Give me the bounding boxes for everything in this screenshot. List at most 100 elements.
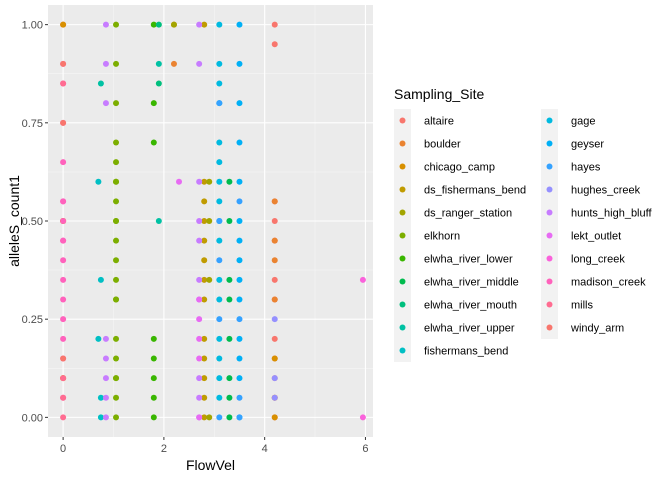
data-point-madison_creek [60,257,67,264]
data-point-ds_fishermans_bend [201,198,208,205]
data-point-geyser [236,100,243,107]
data-point-hunts_high_bluff [102,375,109,382]
data-point-gage [216,355,223,362]
data-point-madison_creek [60,276,67,283]
data-point-hayes [236,394,243,401]
data-point-elkhorn [113,375,120,382]
data-point-geyser [236,375,243,382]
data-point-windy_arm [60,60,67,67]
data-point-hunts_high_bluff [102,355,109,362]
data-point-gage [216,80,223,87]
data-point-hunts_high_bluff [102,100,109,107]
data-point-hughes_creek [271,394,278,401]
data-point-madison_creek [60,218,67,224]
legend-label: ds_fishermans_bend [424,185,526,197]
data-point-mills [60,375,67,382]
legend-key-ds_ranger_station [399,209,406,216]
data-point-elwha_river_middle [226,218,233,224]
data-point-elwha_river_middle [226,394,233,401]
data-point-hunts_high_bluff [102,21,109,28]
data-point-geyser [236,178,243,185]
data-point-elwha_river_upper [97,80,104,87]
legend-key-elkhorn [399,232,406,239]
legend-label: chicago_camp [424,162,495,174]
legend-label: altaire [424,116,454,128]
legend-key-windy_arm [546,324,553,331]
data-point-fishermans_bend [95,178,102,185]
x-axis-ticks: 0 2 4 6 [60,437,369,455]
data-point-elwha_river_mouth [155,21,162,28]
legend-key-geyser [546,140,553,147]
data-point-hunts_high_bluff [102,335,109,342]
data-point-windy_arm [60,119,67,126]
data-point-ds_ranger_station [206,414,213,421]
data-point-mills [60,394,67,401]
data-point-hayes [216,414,223,421]
data-point-elkhorn [113,257,120,264]
y-axis-ticks: 0.00 0.25 0.50 0.75 1.00 [22,20,48,424]
data-point-hughes_creek [271,375,278,382]
data-point-madison_creek [60,296,67,303]
data-point-elwha_river_lower [150,335,157,342]
data-point-hughes_creek [271,316,278,323]
data-point-elwha_river_middle [226,375,233,382]
data-point-elkhorn [113,414,120,421]
data-point-hunts_high_bluff [196,276,203,283]
data-point-elkhorn [113,355,120,362]
x-tick-label: 0 [60,443,66,455]
data-point-fishermans_bend [97,394,104,401]
data-point-ds_ranger_station [206,178,213,185]
data-point-gage [216,276,223,283]
data-point-lekt_outlet [196,335,203,342]
data-point-hayes [236,414,243,421]
data-point-elwha_river_middle [226,276,233,283]
data-point-gage [216,296,223,303]
data-point-elwha_river_middle [226,296,233,303]
data-point-chicago_camp [60,21,67,28]
data-point-ds_fishermans_bend [201,21,208,28]
data-point-elkhorn [113,100,120,107]
y-tick-label: 0.00 [22,412,43,424]
data-point-hayes [216,316,223,323]
data-point-elwha_river_upper [155,218,162,224]
legend-key-chicago_camp [399,163,406,170]
data-point-gage [216,60,223,67]
legend-label: hunts_high_bluff [571,208,652,220]
legend-label: elwha_river_lower [424,254,513,266]
data-point-boulder [271,237,278,244]
legend-key-hughes_creek [546,186,553,193]
legend-key-elwha_river_upper [399,324,406,331]
legend-label: fishermans_bend [424,346,508,358]
data-points [60,21,366,421]
legend-key-elwha_river_mouth [399,301,406,308]
x-tick-label: 4 [262,443,268,455]
data-point-altaire [271,21,278,28]
data-point-chicago_camp [271,355,278,362]
data-point-ds_fishermans_bend [201,237,208,244]
y-tick-label: 0.75 [22,118,43,130]
data-point-gage [216,21,223,28]
data-point-ds_ranger_station [170,21,177,28]
data-point-hunts_high_bluff [196,60,203,67]
data-point-geyser [236,296,243,303]
data-point-long_creek [359,276,366,283]
data-point-ds_fishermans_bend [201,335,208,342]
data-point-hunts_high_bluff [196,375,203,382]
data-point-elkhorn [113,178,120,185]
data-point-elwha_river_lower [150,355,157,362]
data-point-madison_creek [60,198,67,205]
legend-label: elwha_river_middle [424,277,519,289]
legend: altaire boulder chicago_camp ds_fishermans_… [394,109,652,362]
data-point-hayes [236,316,243,323]
data-point-fishermans_bend [97,276,104,283]
data-point-elkhorn [113,237,120,244]
data-point-hunts_high_bluff [102,394,109,401]
data-point-hunts_high_bluff [196,21,203,28]
data-point-altaire [271,41,278,48]
legend-label: elkhorn [424,231,460,243]
data-point-madison_creek [60,335,67,342]
data-point-gage [216,237,223,244]
data-point-elwha_river_lower [150,414,157,421]
data-point-madison_creek [60,316,67,323]
data-point-elkhorn [113,218,120,224]
